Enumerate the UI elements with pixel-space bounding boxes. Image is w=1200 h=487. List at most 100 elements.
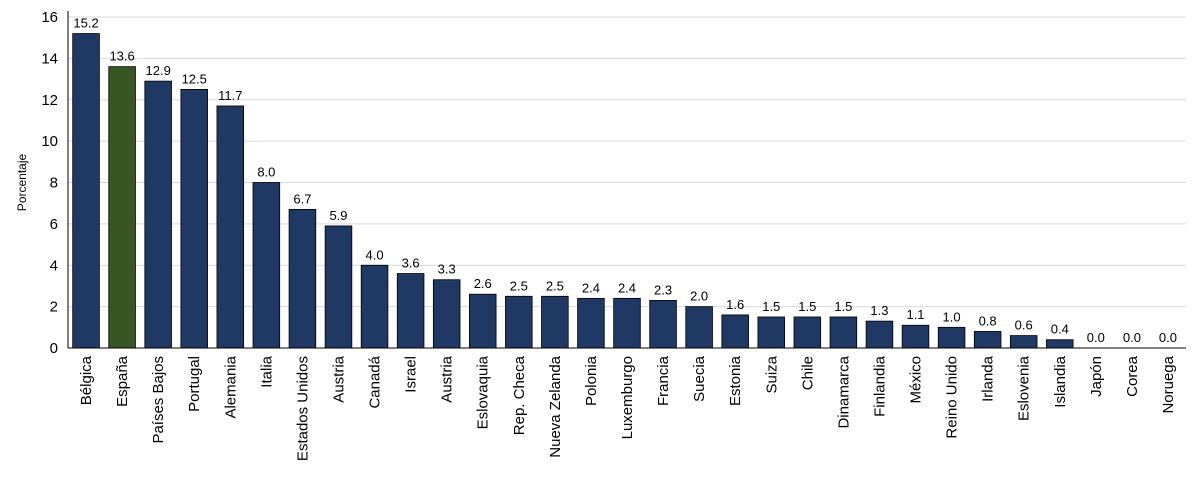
- x-tick-label: Finlandia: [871, 355, 888, 417]
- bar: [396, 273, 425, 349]
- x-tick-label: Estonia: [727, 355, 744, 406]
- x-tick-label: Austria: [330, 355, 347, 402]
- data-label: 0.0: [1159, 330, 1177, 345]
- y-tick-label: 2: [50, 299, 58, 316]
- data-label: 2.6: [474, 276, 492, 291]
- bar: [1046, 339, 1074, 349]
- data-label: 2.5: [510, 278, 528, 293]
- y-tick-label: 12: [41, 92, 58, 109]
- x-tick-label: Corea: [1124, 355, 1141, 397]
- bar: [793, 316, 822, 349]
- x-tick-label: Canadá: [367, 355, 384, 408]
- data-label: 0.0: [1123, 330, 1141, 345]
- x-tick-label: Chile: [799, 356, 816, 390]
- data-label: 8.0: [257, 165, 275, 180]
- x-tick-label: Italia: [258, 355, 275, 387]
- x-tick-label: Islandia: [1052, 355, 1069, 407]
- x-tick-label: Portugal: [186, 356, 203, 412]
- bar: [937, 326, 966, 349]
- bar: [757, 316, 786, 349]
- bar: [577, 297, 605, 349]
- data-label: 1.5: [834, 299, 852, 314]
- bar: [252, 182, 281, 349]
- data-label: 1.5: [762, 299, 780, 314]
- data-label: 1.5: [798, 299, 816, 314]
- data-label: 2.0: [690, 289, 708, 304]
- data-label: 0.8: [979, 313, 997, 328]
- x-tick-label: Eslovaquia: [475, 355, 492, 429]
- data-label: 2.4: [618, 280, 636, 295]
- data-label: 1.1: [906, 307, 924, 322]
- bar: [829, 316, 858, 349]
- x-tick-label: Estados Unidos: [294, 356, 311, 461]
- x-tick-label: Suecia: [691, 355, 708, 402]
- x-tick-label: México: [908, 356, 925, 404]
- y-tick-label: 0: [50, 340, 58, 357]
- data-label: 0.0: [1087, 330, 1105, 345]
- x-tick-label: Austria: [439, 355, 456, 402]
- y-tick-label: 16: [41, 9, 58, 26]
- bar: [288, 208, 317, 349]
- x-tick-label: Reino Unido: [944, 356, 961, 439]
- x-tick-label: Dinamarca: [835, 355, 852, 428]
- x-tick-label: Nueva Zelanda: [547, 355, 564, 457]
- data-label: 12.5: [182, 71, 207, 86]
- x-tick-label: Irlanda: [980, 355, 997, 402]
- y-tick-label: 6: [50, 216, 58, 233]
- y-axis-title: Porcentaje: [15, 153, 29, 211]
- x-tick-label: Bélgica: [78, 355, 95, 405]
- x-tick-label: Rep. Checa: [511, 355, 528, 435]
- data-label: 3.3: [438, 262, 456, 277]
- bar: [324, 225, 353, 349]
- data-label: 1.6: [726, 297, 744, 312]
- data-label: 5.9: [329, 208, 347, 223]
- data-label: 2.4: [582, 280, 600, 295]
- data-label: 6.7: [293, 191, 311, 206]
- data-label: 13.6: [109, 49, 134, 64]
- x-tick-label: Luxemburgo: [619, 356, 636, 439]
- data-label: 0.6: [1015, 318, 1033, 333]
- bar: [613, 297, 641, 349]
- bar: [685, 306, 713, 349]
- bar: [721, 314, 749, 349]
- data-label: 15.2: [73, 16, 98, 31]
- bar: [360, 264, 389, 349]
- x-tick-label: España: [114, 355, 131, 407]
- data-label: 12.9: [146, 63, 171, 78]
- y-tick-label: 4: [50, 257, 58, 274]
- x-tick-label: Polonia: [583, 355, 600, 406]
- y-axis-ticks: 0 2 4 6 8 10 12 14 16: [41, 9, 58, 357]
- x-tick-label: Suiza: [763, 355, 780, 393]
- bar: [108, 66, 136, 349]
- x-tick-label: Japón: [1088, 356, 1105, 397]
- y-tick-label: 14: [41, 50, 58, 67]
- bar: [432, 279, 461, 349]
- bar: [180, 89, 208, 349]
- data-label: 1.3: [870, 303, 888, 318]
- x-tick-label: Israel: [403, 356, 420, 393]
- data-label: 11.7: [218, 88, 242, 103]
- bar: [505, 295, 533, 349]
- bar: [216, 105, 245, 349]
- x-axis-labels: Bélgica España Países Bajos Portugal Alemani…: [78, 355, 1177, 461]
- data-label: 0.4: [1051, 322, 1069, 337]
- data-label: 2.3: [654, 282, 672, 297]
- bar: [541, 295, 569, 349]
- data-label: 4.0: [366, 247, 384, 262]
- y-tick-label: 8: [50, 175, 58, 192]
- bar: [901, 324, 930, 349]
- bar: [1009, 335, 1038, 349]
- x-tick-label: Eslovenia: [1016, 355, 1033, 421]
- data-label: 1.0: [943, 309, 961, 324]
- bar: [649, 300, 677, 349]
- x-tick-label: Francia: [655, 355, 672, 406]
- bars: [72, 33, 1074, 349]
- x-tick-label: Países Bajos: [150, 356, 167, 444]
- bar: [973, 331, 1002, 349]
- x-tick-label: Alemania: [222, 355, 239, 418]
- data-labels: 15.2 13.6 12.9 12.5 11.7 8.0 6.7 5.9 4.0 3.6 3.3 2.…: [73, 16, 1177, 345]
- bar: [468, 293, 497, 349]
- bar: [865, 320, 894, 349]
- data-label: 3.6: [402, 256, 420, 271]
